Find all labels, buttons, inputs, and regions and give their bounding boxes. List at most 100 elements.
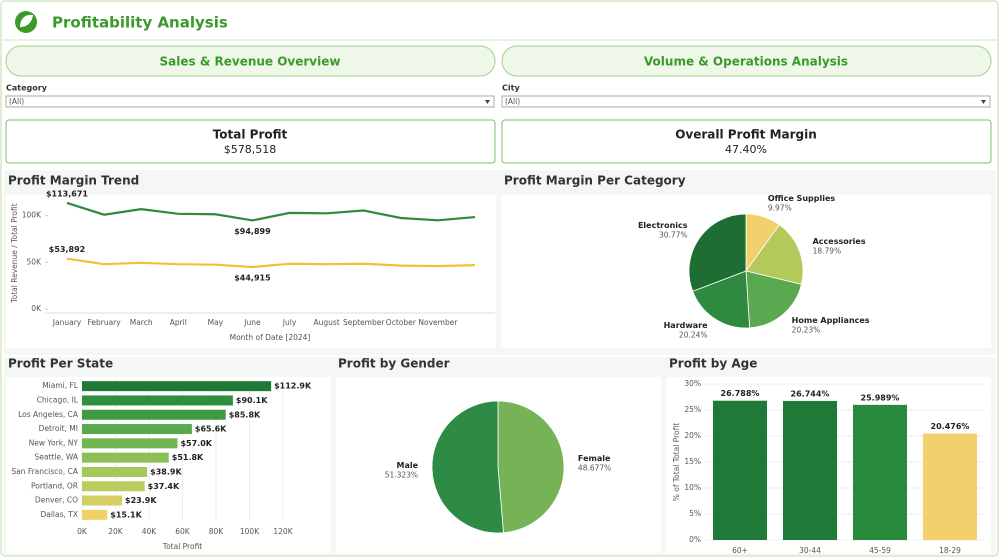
y-tick-label: Denver, CO <box>35 496 78 505</box>
data-label: 26.788% <box>721 389 760 398</box>
data-label: $51.8K <box>172 453 204 462</box>
y-tick-label: Chicago, IL <box>37 395 79 404</box>
x-tick-label: July <box>282 318 297 327</box>
tab-label[interactable]: Volume & Operations Analysis <box>644 55 848 69</box>
x-tick-label: 60K <box>175 527 191 536</box>
filter-label: City <box>502 84 520 93</box>
bar <box>923 433 977 540</box>
tab-button[interactable] <box>5 45 496 77</box>
y-tick-label: 15% <box>684 457 701 466</box>
tab-label[interactable]: Sales & Revenue Overview <box>160 55 341 69</box>
slice-value-label: 48.677% <box>578 464 611 473</box>
chart-title: Profit Margin Trend <box>8 174 139 188</box>
x-tick-label: 40K <box>142 527 158 536</box>
dropdown-arrow <box>485 100 490 104</box>
y-tick-label: 50K <box>27 257 43 266</box>
data-label: $90.1K <box>236 396 268 405</box>
y-tick-label: 20% <box>684 431 701 440</box>
kpi-card <box>5 119 496 164</box>
slice-value-label: 18.79% <box>813 246 842 255</box>
series-line <box>66 201 476 222</box>
x-tick-label: June <box>243 318 261 327</box>
filter-value[interactable]: (All) <box>505 97 520 106</box>
slice-value-label: 30.77% <box>659 231 688 240</box>
data-label: $113,671 <box>46 189 88 198</box>
y-axis-title: Total Revenue / Total Profit <box>10 203 19 303</box>
filter-value[interactable]: (All) <box>9 97 24 106</box>
x-tick-label: 80K <box>209 527 225 536</box>
data-label: $85.8K <box>229 410 261 419</box>
y-tick-label: 30% <box>684 379 701 388</box>
chart-title: Profit Margin Per Category <box>504 174 686 188</box>
x-tick-label: April <box>170 318 187 327</box>
kpi-label: Total Profit <box>213 128 288 142</box>
x-tick-label: November <box>418 318 458 327</box>
y-tick-label: 25% <box>684 405 701 414</box>
y-tick-label: Seattle, WA <box>35 453 79 462</box>
slice-label: Home Appliances <box>792 316 870 325</box>
dropdown-arrow <box>981 100 986 104</box>
bar <box>82 466 148 477</box>
x-tick-label: 100K <box>240 527 260 536</box>
x-tick-label: 45-59 <box>869 546 891 555</box>
tab-button[interactable] <box>501 45 992 77</box>
y-tick-label: Los Angeles, CA <box>18 410 79 419</box>
x-tick-label: 120K <box>273 527 293 536</box>
y-axis-title: % of Total Total Profit <box>672 423 681 502</box>
filter-dropdown[interactable] <box>501 95 991 108</box>
bar <box>82 424 192 435</box>
y-tick-label: Miami, FL <box>42 381 79 390</box>
logo <box>15 11 37 33</box>
pie-slice <box>497 400 565 534</box>
kpi-card <box>501 119 992 164</box>
data-label: $112.9K <box>274 382 312 391</box>
bar <box>82 452 169 463</box>
kpi-label: Overall Profit Margin <box>675 128 817 142</box>
x-tick-label: May <box>208 318 224 327</box>
bar <box>82 409 226 420</box>
slice-value-label: 51.323% <box>385 470 418 479</box>
page-title: Profitability Analysis <box>52 14 228 32</box>
bar <box>82 381 272 392</box>
x-tick-label: October <box>386 318 417 327</box>
kpi-value: $578,518 <box>224 143 277 156</box>
pie-slice <box>692 270 751 329</box>
x-tick-label: 18-29 <box>939 546 961 555</box>
slice-label: Hardware <box>664 321 709 330</box>
y-tick-label: 10% <box>684 483 701 492</box>
x-tick-label: 0K <box>77 527 88 536</box>
pie-slice <box>745 270 802 329</box>
filter-dropdown[interactable] <box>5 95 495 108</box>
bar <box>82 395 233 406</box>
x-tick-label: 20K <box>108 527 124 536</box>
kpi-value: 47.40% <box>725 143 767 156</box>
pie-slice <box>688 213 747 292</box>
slice-label: Accessories <box>813 237 866 246</box>
slice-label: Electronics <box>638 221 688 230</box>
slice-label: Male <box>397 461 419 470</box>
data-label: $38.9K <box>150 467 182 476</box>
filter-label: Category <box>6 84 48 93</box>
bar <box>853 404 907 540</box>
y-tick-label: 100K <box>22 211 42 220</box>
bar <box>82 495 123 506</box>
x-tick-label: January <box>52 318 82 327</box>
data-label: $94,899 <box>234 227 271 236</box>
slice-value-label: 20.24% <box>679 331 708 340</box>
bar <box>783 400 837 540</box>
data-label: $37.4K <box>148 482 180 491</box>
y-tick-label: New York, NY <box>29 438 79 447</box>
y-tick-label: 5% <box>689 509 701 518</box>
chart-title: Profit by Age <box>669 357 757 371</box>
data-label: $65.6K <box>195 425 227 434</box>
bar <box>82 509 108 520</box>
data-label: 20.476% <box>931 422 970 431</box>
x-tick-label: 60+ <box>732 546 748 555</box>
data-label: $57.0K <box>180 439 212 448</box>
slice-value-label: 20.23% <box>792 325 821 334</box>
bar <box>713 400 767 540</box>
data-label: 25.989% <box>861 393 900 402</box>
data-label: $44,915 <box>234 274 271 283</box>
chart-panel <box>6 377 331 553</box>
